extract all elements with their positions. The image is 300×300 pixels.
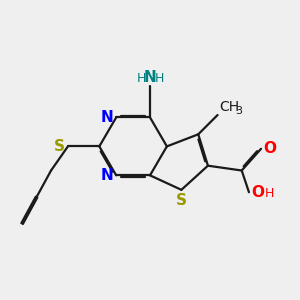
Text: N: N (100, 110, 113, 125)
Text: 3: 3 (236, 106, 243, 116)
Text: H: H (154, 72, 164, 85)
Text: CH: CH (219, 100, 239, 114)
Text: N: N (144, 70, 157, 85)
Text: O: O (251, 185, 264, 200)
Text: H: H (265, 187, 274, 200)
Text: O: O (263, 141, 276, 156)
Text: N: N (100, 168, 113, 183)
Text: S: S (176, 194, 187, 208)
Text: S: S (54, 139, 65, 154)
Text: H: H (137, 72, 146, 85)
